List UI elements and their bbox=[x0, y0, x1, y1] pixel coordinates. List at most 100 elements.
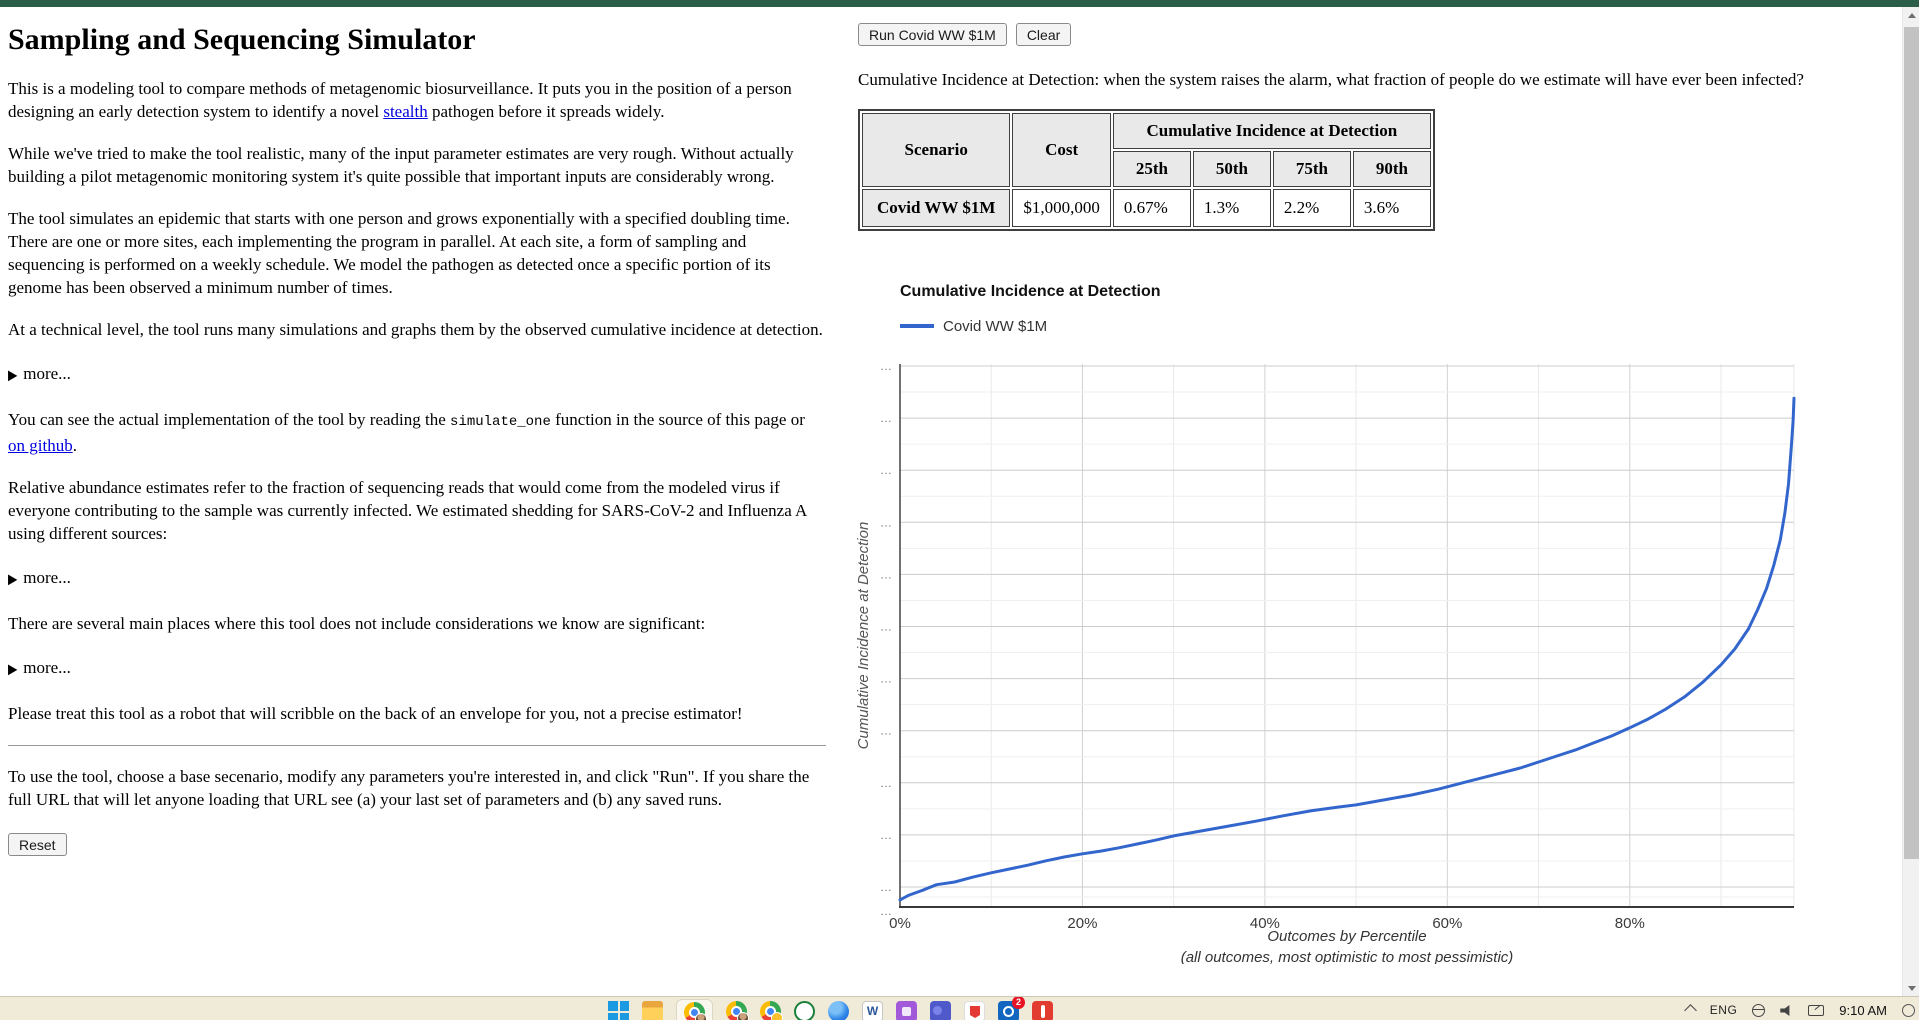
column-header-90th: 90th bbox=[1352, 151, 1431, 187]
system-tray: ENG 9:10 AM bbox=[1683, 1002, 1915, 1018]
svg-text:…: … bbox=[880, 463, 892, 477]
details-more-3[interactable]: ▶ more... bbox=[8, 656, 826, 681]
chrome-profile-3-icon[interactable] bbox=[760, 1001, 783, 1020]
purple-app-icon[interactable] bbox=[896, 1001, 917, 1020]
paragraph-text: pathogen before it spreads widely. bbox=[427, 102, 665, 121]
svg-text:Outcomes by Percentile: Outcomes by Percentile bbox=[1267, 928, 1426, 945]
table-row: Covid WW $1M $1,000,000 0.67% 1.3% 2.2% … bbox=[862, 189, 1431, 227]
svg-text:…: … bbox=[880, 672, 892, 686]
paragraph-text: function in the source of this page or bbox=[550, 410, 805, 429]
value-cell-75th: 2.2% bbox=[1272, 189, 1351, 227]
reset-button[interactable]: Reset bbox=[8, 833, 67, 856]
more-label: more... bbox=[23, 364, 71, 383]
scroll-up-arrow-icon[interactable] bbox=[1903, 7, 1919, 24]
word-app-icon[interactable] bbox=[862, 1001, 883, 1020]
intro-paragraph-1: This is a modeling tool to compare metho… bbox=[8, 77, 826, 123]
clear-button[interactable]: Clear bbox=[1015, 23, 1072, 46]
scenario-name-cell: Covid WW $1M bbox=[862, 189, 1011, 227]
abundance-paragraph: Relative abundance estimates refer to th… bbox=[8, 478, 807, 543]
intro-column: Sampling and Sequencing Simulator This i… bbox=[8, 7, 826, 997]
svg-text:20%: 20% bbox=[1067, 915, 1097, 932]
section-divider bbox=[8, 745, 826, 746]
intro-paragraph-4: At a technical level, the tool runs many… bbox=[8, 320, 823, 339]
speaker-icon[interactable] bbox=[1780, 1005, 1790, 1016]
source-paragraph: You can see the actual implementation of… bbox=[8, 408, 826, 457]
profile-avatar bbox=[771, 1012, 783, 1020]
cost-cell: $1,000,000 bbox=[1012, 189, 1111, 227]
expand-triangle-icon: ▶ bbox=[8, 366, 18, 383]
scrollbar[interactable] bbox=[1902, 7, 1919, 997]
disclaimer-paragraph: Please treat this tool as a robot that w… bbox=[8, 704, 743, 723]
stealth-link[interactable]: stealth bbox=[383, 102, 428, 121]
paragraph-text: . bbox=[72, 436, 77, 455]
usage-paragraph: To use the tool, choose a base secenario… bbox=[8, 767, 810, 809]
active-app-tile[interactable] bbox=[676, 999, 713, 1020]
red-app-icon[interactable] bbox=[1032, 1001, 1053, 1020]
svg-text:Covid WW $1M: Covid WW $1M bbox=[943, 318, 1047, 335]
paragraph-text: You can see the actual implementation of… bbox=[8, 410, 451, 429]
taskbar-clock[interactable]: 9:10 AM bbox=[1839, 1003, 1887, 1018]
details-more-1[interactable]: ▶ more... bbox=[8, 362, 826, 387]
svg-text:0%: 0% bbox=[889, 915, 911, 932]
chrome-profile-2-icon[interactable] bbox=[726, 1001, 749, 1020]
column-header-cost: Cost bbox=[1012, 113, 1111, 187]
expand-triangle-icon: ▶ bbox=[8, 660, 18, 677]
svg-text:…: … bbox=[880, 904, 892, 918]
results-column: Run Covid WW $1M Clear Cumulative Incide… bbox=[855, 7, 1894, 997]
intro-paragraph-2: While we've tried to make the tool reali… bbox=[8, 144, 794, 186]
svg-text:Cumulative Incidence at Detect: Cumulative Incidence at Detection bbox=[855, 522, 872, 750]
file-explorer-icon[interactable] bbox=[642, 1001, 663, 1020]
column-header-75th: 75th bbox=[1272, 151, 1351, 187]
profile-avatar bbox=[695, 1013, 707, 1020]
windows-start-icon[interactable] bbox=[608, 1001, 629, 1020]
svg-text:…: … bbox=[880, 411, 892, 425]
scroll-down-arrow-icon[interactable] bbox=[1903, 980, 1919, 997]
more-label: more... bbox=[23, 568, 71, 587]
teams-app-icon[interactable] bbox=[930, 1001, 951, 1020]
page-title: Sampling and Sequencing Simulator bbox=[8, 23, 476, 56]
svg-text:…: … bbox=[880, 828, 892, 842]
shield-app-icon[interactable] bbox=[964, 1001, 985, 1020]
svg-text:…: … bbox=[880, 620, 892, 634]
svg-text:…: … bbox=[880, 515, 892, 529]
blue-app-icon[interactable] bbox=[828, 1001, 849, 1020]
svg-text:60%: 60% bbox=[1432, 915, 1462, 932]
taskbar-icons: 2 bbox=[608, 997, 1053, 1020]
incidence-chart: ……………………………… 0% 20% 40% 60% 80% Cumulative Inc… bbox=[852, 269, 1894, 969]
scrollbar-thumb[interactable] bbox=[1904, 27, 1919, 859]
pen-tablet-icon[interactable] bbox=[1808, 1005, 1825, 1016]
column-header-scenario: Scenario bbox=[862, 113, 1011, 187]
svg-text:…: … bbox=[880, 776, 892, 790]
browser-viewport: Sampling and Sequencing Simulator This i… bbox=[0, 7, 1902, 997]
column-header-25th: 25th bbox=[1112, 151, 1191, 187]
expand-triangle-icon: ▶ bbox=[8, 570, 18, 587]
value-cell-50th: 1.3% bbox=[1192, 189, 1271, 227]
run-scenario-button[interactable]: Run Covid WW $1M bbox=[858, 23, 1007, 46]
simulate-one-code: simulate_one bbox=[450, 414, 551, 430]
page-top-accent-bar bbox=[0, 0, 1919, 7]
run-controls: Run Covid WW $1M Clear bbox=[858, 23, 1894, 46]
metric-description: Cumulative Incidence at Detection: when … bbox=[858, 70, 1804, 89]
chrome-profile-1-icon[interactable] bbox=[684, 1002, 707, 1020]
limitations-paragraph: There are several main places where this… bbox=[8, 614, 706, 633]
green-ring-app-icon[interactable] bbox=[794, 1001, 815, 1020]
windows-taskbar: 2 ENG 9:10 AM bbox=[0, 996, 1919, 1020]
percentile-header-row: 25th 50th 75th 90th bbox=[862, 151, 1431, 187]
notification-ring-icon[interactable] bbox=[1902, 1004, 1915, 1017]
intro-paragraph-3: The tool simulates an epidemic that star… bbox=[8, 209, 790, 297]
svg-text:…: … bbox=[880, 724, 892, 738]
svg-text:80%: 80% bbox=[1615, 915, 1645, 932]
network-globe-icon[interactable] bbox=[1752, 1004, 1766, 1017]
paragraph-text: This is a modeling tool to compare metho… bbox=[8, 79, 792, 121]
column-header-50th: 50th bbox=[1192, 151, 1271, 187]
svg-text:Cumulative Incidence at Detect: Cumulative Incidence at Detection bbox=[900, 283, 1161, 300]
svg-text:…: … bbox=[880, 567, 892, 581]
column-group-header: Cumulative Incidence at Detection bbox=[1112, 113, 1431, 149]
language-indicator[interactable]: ENG bbox=[1709, 1003, 1738, 1017]
details-more-2[interactable]: ▶ more... bbox=[8, 566, 826, 591]
github-link[interactable]: on github bbox=[8, 436, 73, 455]
svg-text:…: … bbox=[880, 359, 892, 373]
mail-badge: 2 bbox=[1012, 997, 1025, 1009]
outlook-app-icon[interactable]: 2 bbox=[998, 997, 1025, 1020]
hidden-icons-caret-icon[interactable] bbox=[1683, 1004, 1697, 1017]
